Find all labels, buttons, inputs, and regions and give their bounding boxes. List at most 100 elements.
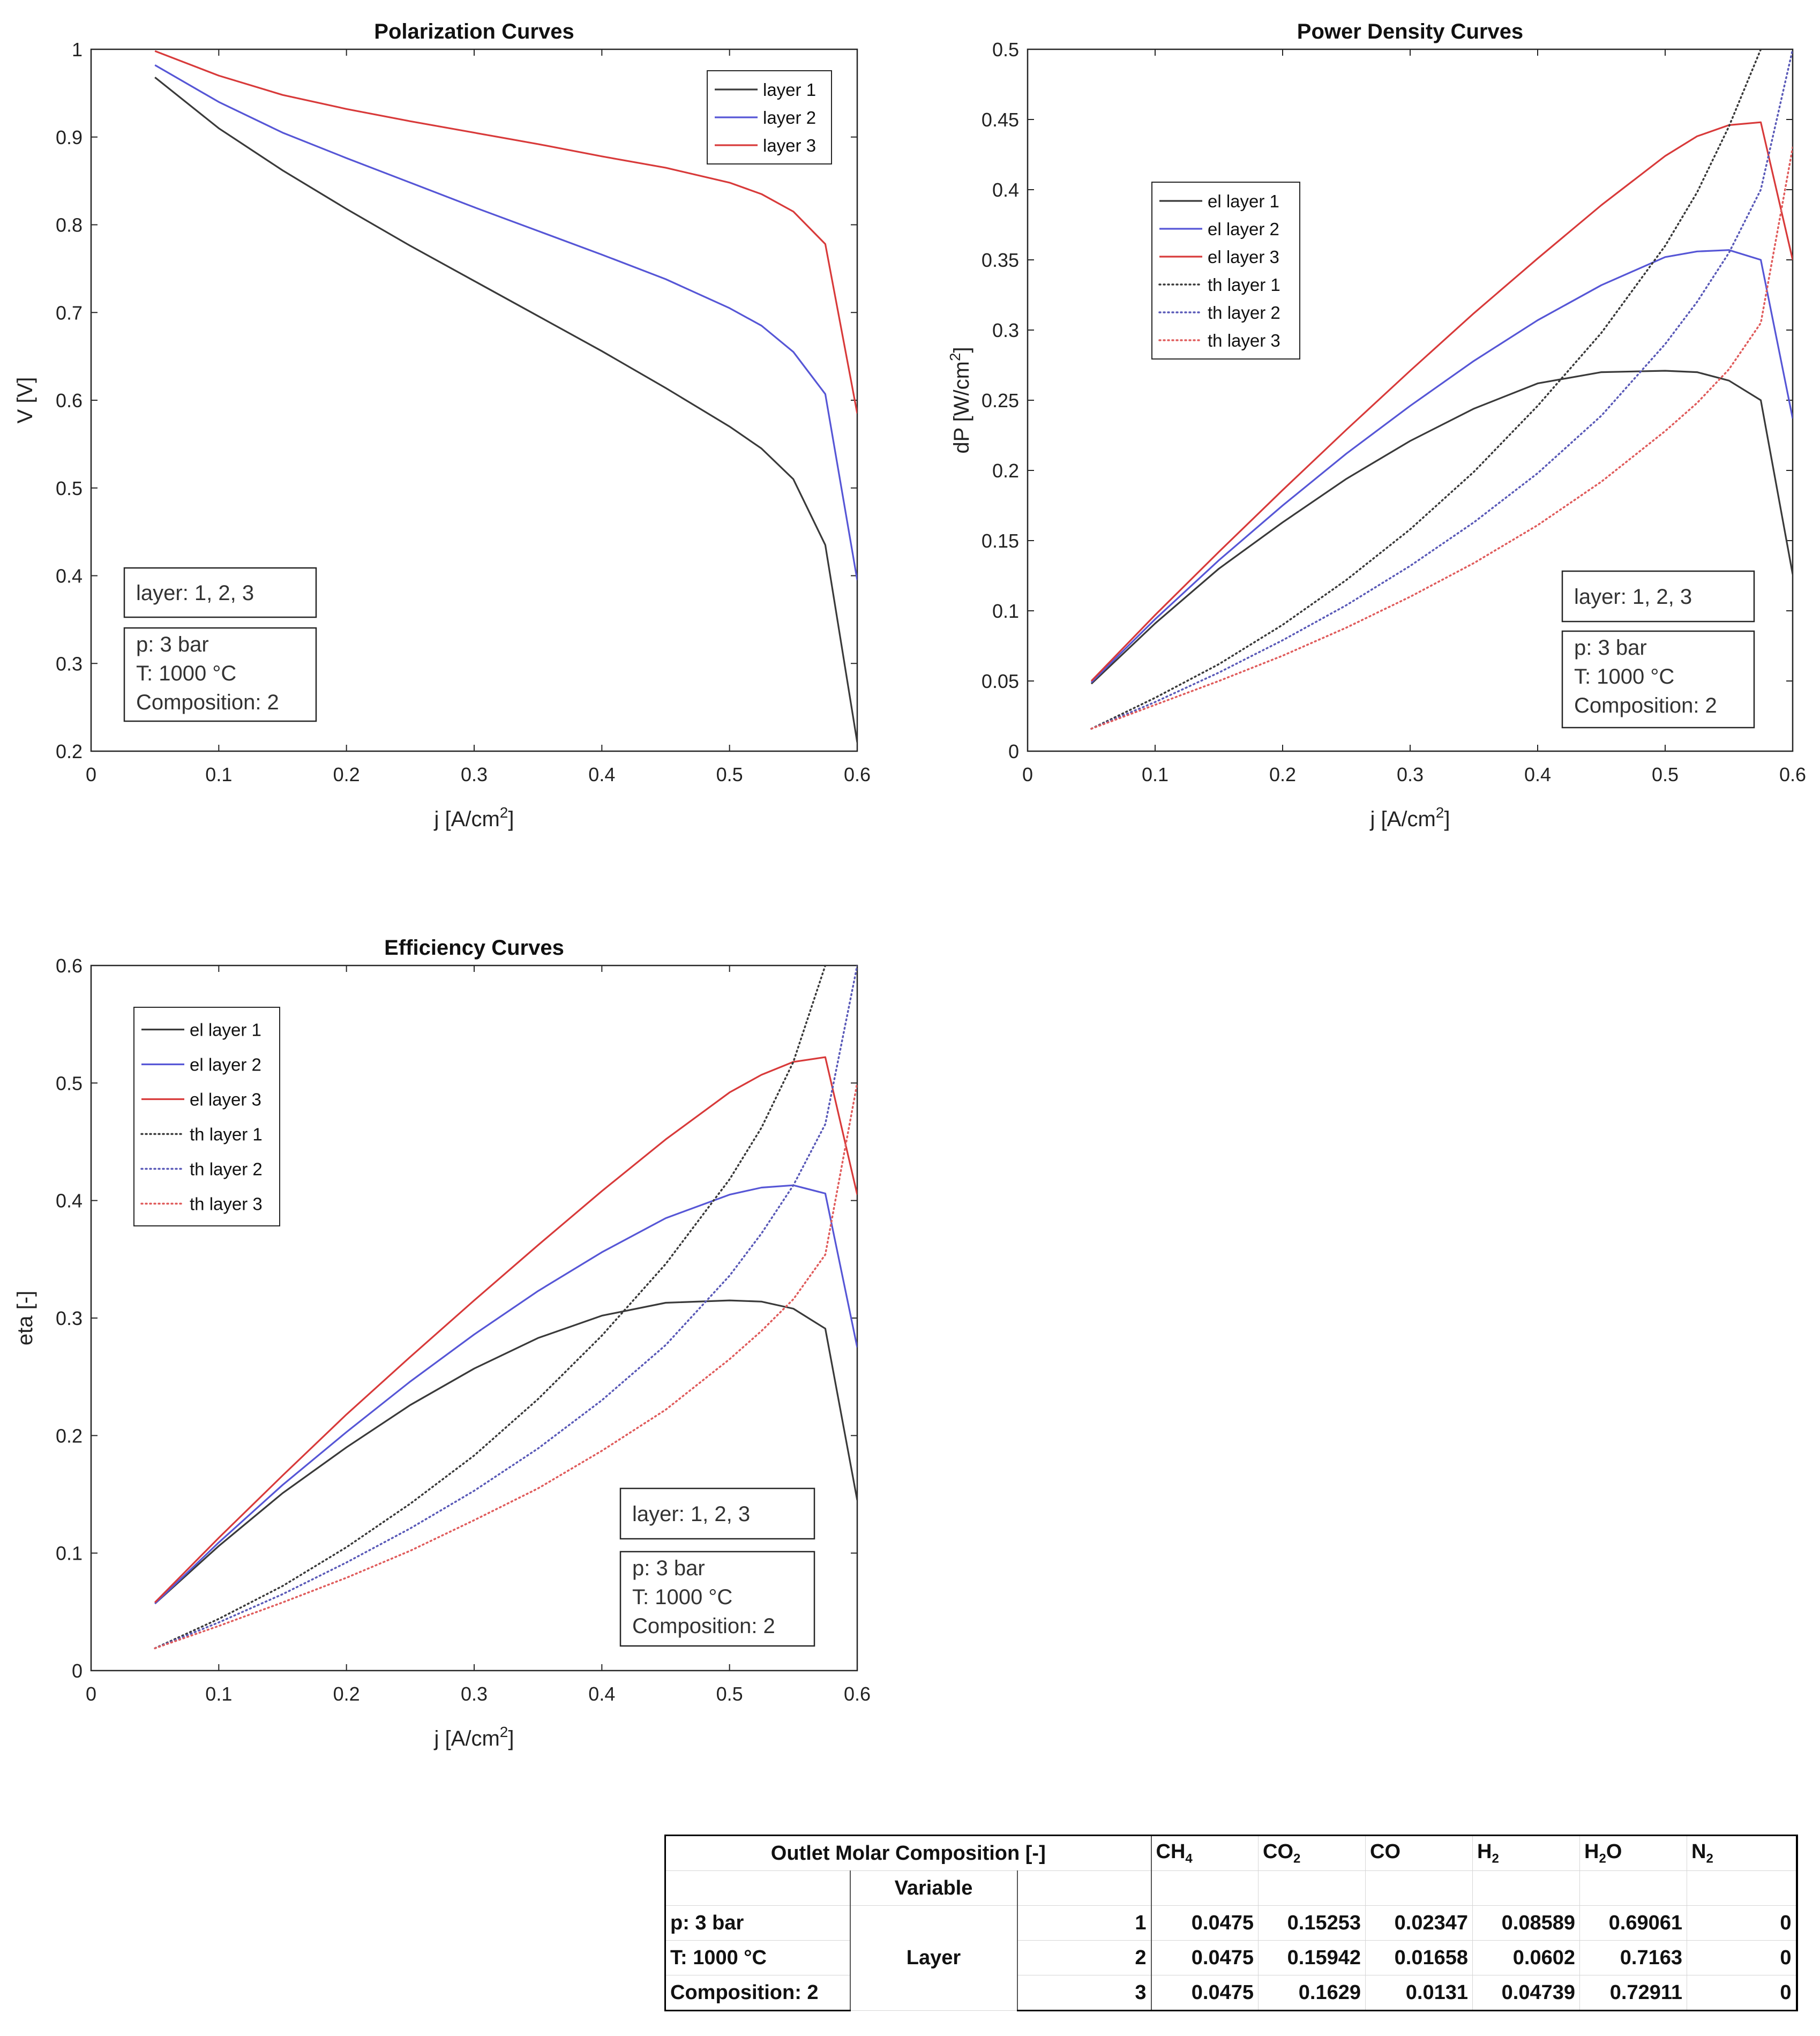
y-tick-label: 0.1 xyxy=(56,1543,83,1565)
annotation-temperature-text: T: 1000 °C xyxy=(136,662,236,685)
series-line-th-layer-1 xyxy=(1090,49,1762,730)
polarization-chart: 0 0.1 0.2 0.3 0.4 0.5 0.6 0.2 0.3 0.4 0.5 0.6 0.7 0.8… xyxy=(13,20,871,831)
y-tick-label: 0.2 xyxy=(56,740,83,762)
species-header: CO2 xyxy=(1258,1835,1366,1871)
empty-cell xyxy=(1472,1870,1581,1906)
value-cell: 0.02347 xyxy=(1365,1905,1473,1941)
annotation-conditions-box xyxy=(1561,630,1755,729)
y-axis-label: eta [-] xyxy=(13,1291,37,1345)
species-header: CO xyxy=(1365,1835,1473,1871)
x-tick-label: 0.2 xyxy=(333,763,360,785)
annotation-layer-text: layer: 1, 2, 3 xyxy=(632,1502,750,1526)
species-header: H2O xyxy=(1579,1835,1688,1871)
x-tick-label: 0.5 xyxy=(716,763,743,785)
x-axis-label-end: ] xyxy=(1444,807,1450,831)
series-line-el-layer-2 xyxy=(154,1184,857,1605)
value-cell: 0.08589 xyxy=(1472,1905,1581,1941)
x-tick-label: 0.3 xyxy=(461,1683,488,1705)
legend-entry: th layer 1 xyxy=(1208,275,1280,295)
series-line-th-layer-3 xyxy=(1090,146,1793,730)
value-cell: 0.7163 xyxy=(1579,1940,1688,1975)
annotation-pressure-text: p: 3 bar xyxy=(632,1556,705,1580)
x-tick-label: 0.1 xyxy=(205,1683,232,1705)
y-tick-label: 0.5 xyxy=(56,477,83,499)
chart-title: Efficiency Curves xyxy=(384,936,564,960)
annotation-conditions-box xyxy=(123,627,317,722)
y-tick-label: 0.7 xyxy=(56,302,83,324)
x-axis-label-end: ] xyxy=(508,1727,514,1750)
x-tick-label: 0.3 xyxy=(1397,763,1424,785)
table-row: p: 3 bar Layer 1 0.0475 0.15253 0.02347 … xyxy=(664,1905,1798,2011)
value-cell: 0 xyxy=(1687,1940,1798,1975)
x-tick-label: 0.4 xyxy=(588,1683,615,1705)
series-line-el-layer-3 xyxy=(1090,121,1793,682)
y-tick-label: 0.3 xyxy=(56,653,83,675)
series-line-el-layer-3 xyxy=(154,1056,857,1603)
value-cell: 0.15942 xyxy=(1258,1940,1366,1975)
value-cell: 0.0475 xyxy=(1150,1975,1259,2011)
value-cell: 0 xyxy=(1687,1975,1798,2011)
legend-entry: el layer 2 xyxy=(190,1055,261,1075)
series-line-th-layer-2 xyxy=(154,965,857,1650)
series-line-el-layer-1 xyxy=(154,1299,857,1605)
annotation-composition-text: Composition: 2 xyxy=(1574,694,1717,717)
empty-cell xyxy=(1016,1870,1152,1906)
outlet-composition-table: Outlet Molar Composition [-] CH4 CO2 CO … xyxy=(664,1835,1798,2011)
legend-entry: el layer 3 xyxy=(1208,247,1279,267)
y-axis-label: V [V] xyxy=(13,377,37,424)
x-axis-label: j [A/cm2] xyxy=(434,804,514,831)
y-tick-label: 0 xyxy=(72,1660,83,1682)
layer-index: 3 xyxy=(1016,1975,1152,2011)
legend-entry: el layer 1 xyxy=(190,1020,261,1040)
series-line-el-layer-2 xyxy=(1090,249,1793,683)
x-axis-label-end: ] xyxy=(508,807,514,831)
empty-cell xyxy=(664,1870,850,1906)
layer-group-label: Layer xyxy=(849,1905,1017,2011)
legend-entry: el layer 3 xyxy=(190,1090,261,1110)
chart-title: Polarization Curves xyxy=(374,20,574,43)
x-axis-label-sup: 2 xyxy=(500,1724,508,1740)
series-group xyxy=(154,50,857,743)
species-header: H2 xyxy=(1472,1835,1581,1871)
legend-box xyxy=(133,1007,280,1226)
annotation-composition-text: Composition: 2 xyxy=(632,1614,775,1638)
value-cell: 0.01658 xyxy=(1365,1940,1473,1975)
y-tick-label: 0.2 xyxy=(56,1425,83,1447)
y-tick-label: 0.05 xyxy=(982,670,1019,692)
series-line-layer-1 xyxy=(154,77,857,743)
annotation-temperature-text: T: 1000 °C xyxy=(1574,665,1674,688)
x-tick-label: 0.5 xyxy=(1652,763,1679,785)
annotation-pressure-text: p: 3 bar xyxy=(1574,636,1647,660)
annotation-layer-box xyxy=(619,1487,815,1540)
y-tick-label: 0.3 xyxy=(56,1307,83,1329)
x-axis-label: j [A/cm2] xyxy=(1370,804,1450,831)
series-line-el-layer-1 xyxy=(1090,370,1793,685)
chart-title: Power Density Curves xyxy=(1297,20,1523,43)
condition-cell: Composition: 2 xyxy=(664,1975,850,2011)
series-group xyxy=(154,965,857,1650)
x-tick-label: 0.1 xyxy=(1142,763,1169,785)
series-group xyxy=(1090,49,1793,730)
x-tick-label: 0.5 xyxy=(716,1683,743,1705)
condition-cell: p: 3 bar xyxy=(664,1905,850,1941)
y-tick-label: 0.3 xyxy=(992,319,1019,341)
x-axis-label-sup: 2 xyxy=(1436,804,1444,821)
annotation-conditions-box xyxy=(619,1551,815,1647)
annotation-composition-text: Composition: 2 xyxy=(136,691,279,714)
value-cell: 0.0475 xyxy=(1150,1905,1259,1941)
value-cell: 0.0475 xyxy=(1150,1940,1259,1975)
annotation-layer-box xyxy=(1561,570,1755,623)
empty-cell xyxy=(1579,1870,1688,1906)
y-tick-label: 0 xyxy=(1008,740,1019,762)
y-tick-label: 0.4 xyxy=(992,179,1019,201)
x-tick-label: 0.6 xyxy=(1779,763,1806,785)
x-tick-label: 0.4 xyxy=(588,763,615,785)
legend-entry: th layer 3 xyxy=(1208,331,1280,350)
y-tick-label: 0.1 xyxy=(992,600,1019,622)
power-chart: 0 0.1 0.2 0.3 0.4 0.5 0.6 0 0.05 0.1 0.15 0.2 0.25 0.… xyxy=(947,20,1806,831)
value-cell: 0.0602 xyxy=(1472,1940,1581,1975)
y-axis-label: dP [W/cm2] xyxy=(947,347,973,453)
value-cell: 0 xyxy=(1687,1905,1798,1941)
value-cell: 0.72911 xyxy=(1579,1975,1688,2011)
